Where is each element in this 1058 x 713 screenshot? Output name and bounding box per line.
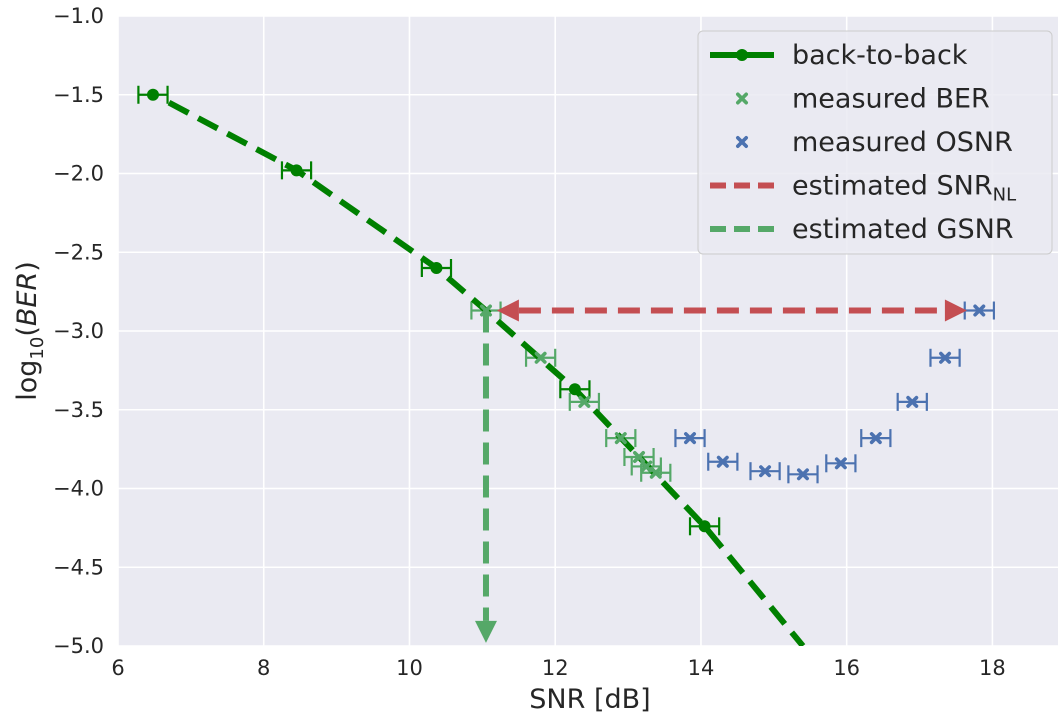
legend-marker [735,92,749,105]
x-tick-label: 14 [688,656,715,680]
back-to-back-marker [568,383,581,396]
measured-ber-marker [633,450,646,464]
y-tick-label: −3.0 [53,319,104,343]
measured-ber-marker [640,460,653,473]
y-tick-label: −2.5 [53,240,104,264]
legend-item: estimated SNRNL [710,171,1016,206]
estimated-gsnr-arrow [474,310,497,643]
y-axis-label-italic: BER [12,272,43,326]
legend-item: measured BER [735,84,990,115]
legend-item: back-to-back [710,40,968,71]
x-tick-label: 10 [396,656,423,680]
tick-labels: 6 8 10 12 14 16 18 −1.0 −1.5 −2.0 −2.5 −3.0 −3.5 −4.0… [53,4,1006,680]
y-axis-label-open: ( [12,326,43,337]
y-tick-label: −5.0 [53,634,104,658]
legend-label: estimated SNRNL [792,171,1016,206]
y-tick-label: −4.5 [53,555,104,579]
legend: back-to-back measured BER measured OSNR est… [697,30,1053,255]
measured-osnr-marker [759,465,772,478]
y-tick-label: −4.0 [53,477,104,501]
measured-osnr-marker [834,457,847,470]
measured-ber-marker [614,432,627,445]
measured-osnr-marker [796,468,809,481]
legend-marker [736,49,748,61]
estimated-snrnl-arrow [496,299,967,322]
y-axis-label-close: ) [12,261,43,272]
y-tick-label: −3.5 [53,398,104,422]
measured-osnr-marker [906,395,919,408]
y-axis-label: log10(BER) [12,261,48,401]
measured-osnr-marker [973,304,986,317]
arrow-head [474,620,497,643]
arrow-head [944,299,967,322]
back-to-back-marker [698,520,711,533]
x-tick-label: 12 [542,656,569,680]
measured-ber-marker [578,395,591,408]
y-tick-label: −1.0 [53,4,104,28]
legend-label: measured BER [792,84,990,115]
x-axis-label: SNR [dB] [529,684,650,713]
legend-box [697,30,1053,255]
data-layer [137,85,995,646]
x-tick-label: 16 [833,656,860,680]
measured-osnr-marker [684,432,697,445]
back-to-back-marker [146,88,159,101]
back-to-back-marker [430,262,443,274]
legend-marker [735,136,749,148]
arrow-head [496,299,519,322]
y-axis-label-base: log [12,360,43,401]
x-tick-label: 8 [257,656,270,680]
x-tick-label: 18 [979,656,1006,680]
measured-osnr-marker [716,455,729,468]
y-tick-label: −1.5 [53,83,104,107]
measured-ber-marker [534,351,547,364]
legend-label: measured OSNR [792,127,1013,158]
legend-item: measured OSNR [735,127,1013,158]
legend-item: estimated GSNR [710,214,1014,245]
legend-label: estimated GSNR [792,214,1014,245]
back-to-back-marker [290,164,303,177]
measured-osnr-marker [869,432,882,445]
y-axis-label-sub: 10 [27,337,48,360]
x-tick-label: 6 [111,656,124,680]
measured-osnr-marker [939,351,952,364]
legend-label: back-to-back [792,40,968,71]
measured-ber-marker [649,466,662,479]
y-tick-label: −2.0 [53,162,104,186]
